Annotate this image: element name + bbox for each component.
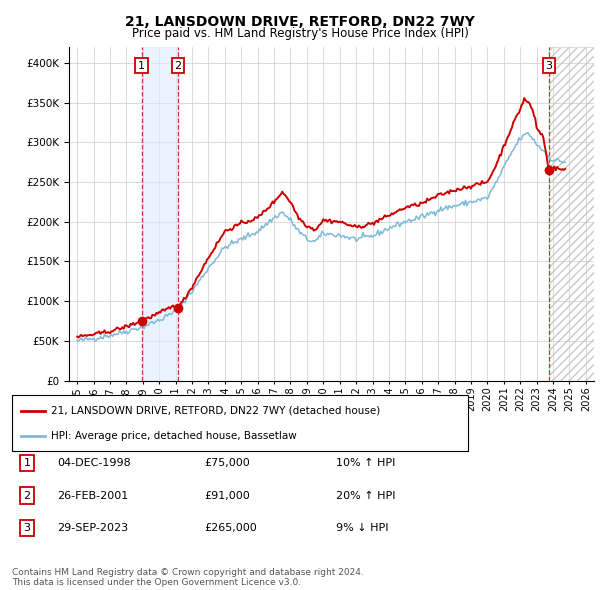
Text: 2: 2 xyxy=(23,491,31,500)
Text: 29-SEP-2023: 29-SEP-2023 xyxy=(57,523,128,533)
Text: 10% ↑ HPI: 10% ↑ HPI xyxy=(336,458,395,468)
Text: 26-FEB-2001: 26-FEB-2001 xyxy=(57,491,128,500)
Text: 2: 2 xyxy=(175,61,182,71)
Text: 21, LANSDOWN DRIVE, RETFORD, DN22 7WY: 21, LANSDOWN DRIVE, RETFORD, DN22 7WY xyxy=(125,15,475,29)
Text: 3: 3 xyxy=(545,61,553,71)
Text: £75,000: £75,000 xyxy=(204,458,250,468)
Text: 04-DEC-1998: 04-DEC-1998 xyxy=(57,458,131,468)
Text: 1: 1 xyxy=(138,61,145,71)
Text: 3: 3 xyxy=(23,523,31,533)
Text: Contains HM Land Registry data © Crown copyright and database right 2024.
This d: Contains HM Land Registry data © Crown c… xyxy=(12,568,364,587)
Text: Price paid vs. HM Land Registry's House Price Index (HPI): Price paid vs. HM Land Registry's House … xyxy=(131,27,469,40)
Text: 20% ↑ HPI: 20% ↑ HPI xyxy=(336,491,395,500)
Text: 21, LANSDOWN DRIVE, RETFORD, DN22 7WY (detached house): 21, LANSDOWN DRIVE, RETFORD, DN22 7WY (d… xyxy=(51,406,380,416)
Bar xyxy=(142,47,178,381)
Text: HPI: Average price, detached house, Bassetlaw: HPI: Average price, detached house, Bass… xyxy=(51,431,297,441)
Text: £265,000: £265,000 xyxy=(204,523,257,533)
Text: 9% ↓ HPI: 9% ↓ HPI xyxy=(336,523,389,533)
Text: 1: 1 xyxy=(23,458,31,468)
Text: £91,000: £91,000 xyxy=(204,491,250,500)
